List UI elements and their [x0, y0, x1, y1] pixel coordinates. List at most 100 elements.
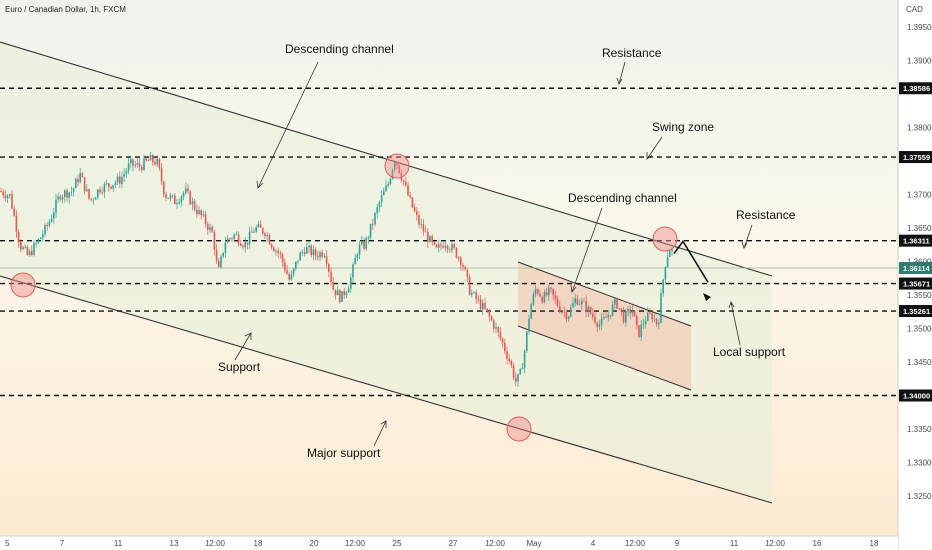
candle-body-126 [277, 250, 279, 253]
candle-body-221 [486, 308, 488, 312]
candle-body-125 [275, 250, 277, 252]
candle-body-145 [319, 252, 321, 258]
candle-body-45 [99, 189, 101, 192]
candle-body-86 [189, 191, 191, 205]
annotation-local-support: Local support [713, 345, 786, 359]
y-tick-2: 1.33500 [907, 425, 932, 434]
candle-body-56 [123, 173, 125, 177]
candle-body-189 [416, 211, 418, 216]
candle-body-89 [196, 209, 198, 214]
candle-body-209 [460, 257, 462, 266]
candle-body-21 [46, 224, 48, 227]
candle-body-180 [396, 161, 398, 166]
candle-body-152 [334, 289, 337, 296]
local-channel-fill [518, 262, 691, 390]
level-tag-4 [899, 305, 932, 318]
candle-body-116 [255, 227, 257, 232]
currency-label: CAD [906, 5, 923, 14]
x-tick-18: 18 [870, 539, 879, 548]
candle-body-82 [180, 196, 183, 203]
candle-body-55 [121, 176, 123, 184]
candle-body-261 [574, 298, 576, 304]
candle-body-282 [620, 308, 623, 311]
candle-body-107 [235, 234, 238, 236]
annotation-descending-channel-main: Descending channel [285, 42, 394, 56]
candle-body-238 [523, 351, 526, 368]
candle-body-94 [207, 224, 209, 231]
candle-body-170 [374, 213, 376, 225]
candle-body-202 [444, 245, 447, 248]
candle-body-0 [0, 191, 2, 192]
candle-body-231 [508, 358, 510, 362]
candle-body-65 [143, 158, 145, 170]
y-tick-3: 1.34500 [907, 358, 932, 367]
candle-body-98 [215, 249, 218, 261]
x-tick-14: 9 [675, 539, 680, 548]
candle-body-199 [438, 244, 440, 248]
candle-body-122 [268, 235, 271, 245]
candle-body-113 [248, 231, 251, 245]
candle-body-130 [286, 270, 288, 274]
y-tick-1: 1.33000 [907, 459, 932, 468]
candle-body-280 [616, 298, 618, 309]
candle-body-67 [147, 160, 150, 162]
level-tag-label-2: 1.36311 [903, 237, 930, 246]
level-tag-label-3: 1.35671 [903, 280, 930, 289]
candle-body-250 [550, 287, 552, 289]
candle-body-31 [68, 192, 70, 198]
level-tag-label-0: 1.38586 [903, 84, 930, 93]
candle-body-103 [226, 238, 229, 243]
candle-body-251 [552, 288, 554, 296]
candle-body-105 [231, 238, 233, 240]
x-tick-15: 11 [730, 539, 739, 548]
candle-body-83 [182, 192, 185, 197]
candle-body-205 [451, 244, 453, 251]
candle-body-166 [365, 238, 367, 249]
candle-body-32 [70, 191, 73, 193]
candle-body-149 [328, 264, 330, 272]
candle-body-187 [411, 197, 414, 208]
candle-body-112 [246, 242, 249, 245]
candle-body-144 [317, 255, 319, 258]
candle-body-78 [171, 195, 174, 197]
candle-body-289 [636, 316, 638, 326]
candle-body-62 [136, 163, 139, 165]
candle-body-255 [561, 311, 563, 313]
candle-body-213 [468, 276, 471, 295]
candle-body-272 [598, 324, 601, 327]
candle-body-77 [169, 195, 172, 199]
candle-body-88 [193, 201, 196, 210]
candle-body-262 [576, 298, 579, 305]
candle-body-13 [28, 250, 31, 255]
candle-body-20 [44, 224, 46, 235]
candle-body-211 [464, 266, 466, 270]
candle-body-283 [622, 310, 625, 323]
candle-body-288 [633, 310, 636, 317]
level-tag-3 [899, 277, 932, 290]
candle-body-118 [259, 224, 262, 228]
candle-body-207 [455, 247, 458, 258]
candle-body-157 [345, 292, 348, 296]
y-tick-10: 1.39000 [907, 57, 932, 66]
candle-body-74 [163, 181, 165, 195]
candle-body-51 [112, 185, 114, 189]
candle-body-123 [270, 244, 273, 248]
candle-body-90 [198, 210, 200, 214]
candle-body-230 [506, 351, 508, 359]
candle-body-115 [253, 231, 255, 233]
candle-body-87 [191, 201, 194, 205]
candle-body-299 [658, 323, 660, 325]
candle-body-28 [61, 196, 64, 200]
candle-body-129 [284, 262, 286, 271]
candle-body-256 [563, 311, 565, 313]
candle-body-76 [167, 197, 169, 199]
candle-body-234 [515, 377, 517, 382]
candle-body-131 [288, 273, 290, 280]
touch-circle-2 [384, 153, 410, 179]
candle-body-59 [130, 159, 132, 164]
candle-body-217 [477, 299, 480, 301]
candle-body-290 [638, 325, 640, 338]
candle-body-95 [209, 227, 211, 231]
horizontal-levels: 1.38586 1.37559 1.36311 1.35671 1.35261 1.340… [0, 82, 932, 402]
candle-body-121 [266, 235, 268, 237]
